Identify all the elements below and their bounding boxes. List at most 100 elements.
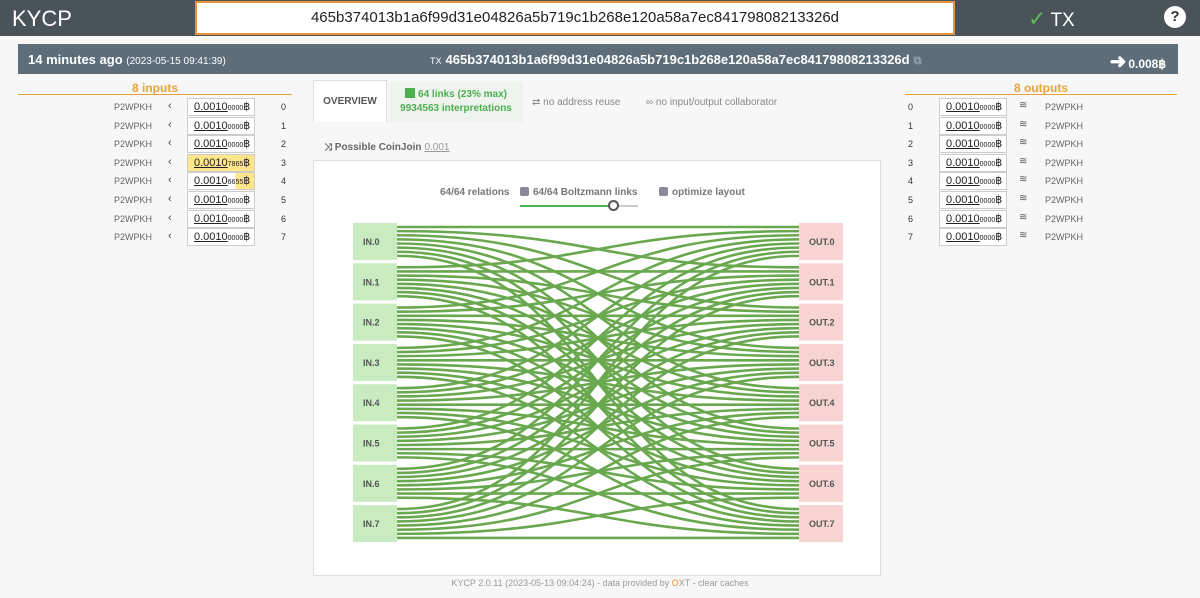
shuffle-icon: ⤨	[324, 142, 332, 153]
sankey-link[interactable]	[396, 456, 800, 532]
input-node[interactable]	[353, 343, 397, 381]
tab-overview[interactable]: OVERVIEW	[313, 80, 387, 122]
output-amount[interactable]: 0.00100000฿	[939, 135, 1007, 154]
input-amount[interactable]: 0.00100000฿	[187, 209, 255, 228]
oxt-xt[interactable]: XT	[678, 578, 691, 588]
coins-icon[interactable]: ≋	[1019, 211, 1028, 223]
input-amount[interactable]: 0.00100000฿	[187, 191, 255, 209]
input-index: 2	[281, 139, 287, 150]
output-row[interactable]: 3 0.00100000฿ ≋ P2WPKH	[0, 153, 1100, 172]
output-amount[interactable]: 0.00100000฿	[939, 153, 1007, 172]
input-amount[interactable]: 0.00107865฿	[187, 153, 255, 172]
coinjoin-value[interactable]: 0.001	[424, 142, 450, 153]
output-node[interactable]	[799, 303, 843, 341]
output-row[interactable]: 6 0.00100000฿ ≋ P2WPKH	[0, 209, 1100, 228]
output-amount[interactable]: 0.00100000฿	[939, 116, 1007, 135]
output-node[interactable]	[799, 384, 843, 422]
coins-icon[interactable]: ≋	[1019, 137, 1028, 149]
output-row[interactable]: 5 0.00100000฿ ≋ P2WPKH	[0, 191, 1100, 209]
output-row[interactable]: 7 0.00100000฿ ≋ P2WPKH	[0, 228, 1100, 247]
input-row[interactable]: P2WPKH ‹ 0.00107865฿ 3	[0, 153, 300, 172]
sankey-link[interactable]	[396, 233, 800, 309]
boltzmann-links-label: 64/64 Boltzmann links	[533, 187, 638, 198]
input-node[interactable]	[353, 424, 397, 462]
amount-main: 0.0010	[946, 194, 980, 206]
input-amount[interactable]: 0.00100000฿	[187, 135, 255, 154]
output-amount[interactable]: 0.00100000฿	[939, 98, 1007, 116]
output-row[interactable]: 2 0.00100000฿ ≋ P2WPKH	[0, 135, 1100, 154]
sankey-link[interactable]	[396, 415, 800, 527]
input-amount[interactable]: 0.00106655฿	[187, 172, 255, 191]
coins-icon[interactable]: ≋	[1019, 118, 1028, 130]
coins-icon[interactable]: ≋	[1019, 100, 1028, 111]
clear-caches-link[interactable]: - clear caches	[690, 578, 749, 588]
help-icon[interactable]: ?	[1164, 6, 1186, 28]
input-row[interactable]: P2WPKH ‹ 0.00100000฿ 5	[0, 191, 300, 209]
search-input[interactable]: 465b374013b1a6f99d31e04826a5b719c1b268e1…	[195, 1, 955, 35]
sankey-link[interactable]	[396, 238, 800, 350]
input-amount[interactable]: 0.00100000฿	[187, 98, 255, 116]
chevron-left-icon[interactable]: ‹	[168, 230, 172, 243]
output-type: P2WPKH	[1045, 102, 1084, 112]
coins-icon[interactable]: ≋	[1019, 155, 1028, 167]
output-node[interactable]	[799, 263, 843, 301]
no-address-reuse[interactable]: ⇄ no address reuse	[532, 97, 620, 108]
coins-icon[interactable]: ≋	[1019, 230, 1028, 242]
input-amount[interactable]: 0.00100000฿	[187, 228, 255, 247]
sankey-link[interactable]	[396, 246, 800, 430]
sankey-link[interactable]	[396, 242, 800, 390]
tx-nav[interactable]: ✓ TX	[1028, 6, 1075, 32]
optimize-layout-toggle[interactable]: optimize layout	[659, 187, 745, 198]
sankey-link[interactable]	[396, 229, 800, 269]
input-node[interactable]	[353, 223, 397, 260]
sankey-link[interactable]	[396, 375, 800, 523]
output-row[interactable]: 4 0.00100000฿ ≋ P2WPKH	[0, 172, 1100, 191]
output-node[interactable]	[799, 505, 843, 543]
chevron-left-icon[interactable]: ‹	[168, 174, 172, 187]
sankey-link[interactable]	[396, 496, 800, 536]
chevron-left-icon[interactable]: ‹	[168, 193, 172, 205]
input-node[interactable]	[353, 263, 397, 301]
output-amount[interactable]: 0.00100000฿	[939, 209, 1007, 228]
input-row[interactable]: P2WPKH ‹ 0.00106655฿ 4	[0, 172, 300, 191]
link-threshold-slider[interactable]	[520, 200, 638, 211]
slider-knob[interactable]	[608, 200, 620, 211]
coins-icon[interactable]: ≋	[1019, 193, 1028, 204]
output-amount[interactable]: 0.00100000฿	[939, 172, 1007, 191]
chevron-left-icon[interactable]: ‹	[168, 211, 172, 224]
input-amount[interactable]: 0.00100000฿	[187, 116, 255, 135]
sankey-link[interactable]	[396, 294, 800, 515]
input-row[interactable]: P2WPKH ‹ 0.00100000฿ 6	[0, 209, 300, 228]
input-row[interactable]: P2WPKH ‹ 0.00100000฿ 2	[0, 135, 300, 154]
output-amount[interactable]: 0.00100000฿	[939, 191, 1007, 209]
input-node[interactable]	[353, 303, 397, 341]
app-brand[interactable]: KYCP	[12, 6, 72, 31]
output-node[interactable]	[799, 343, 843, 381]
boltzmann-links-toggle[interactable]: 64/64 Boltzmann links	[520, 187, 637, 198]
no-collaborator[interactable]: ∞ no input/output collaborator	[646, 97, 777, 108]
output-row[interactable]: 1 0.00100000฿ ≋ P2WPKH	[0, 116, 1100, 135]
output-node[interactable]	[799, 424, 843, 462]
coins-icon[interactable]: ≋	[1019, 174, 1028, 186]
output-node[interactable]	[799, 223, 843, 260]
input-node[interactable]	[353, 384, 397, 422]
input-row[interactable]: P2WPKH ‹ 0.00100000฿ 0	[0, 98, 300, 116]
output-amount[interactable]: 0.00100000฿	[939, 228, 1007, 247]
chevron-left-icon[interactable]: ‹	[168, 100, 172, 112]
sankey-link[interactable]	[396, 250, 800, 471]
tab-links[interactable]: 64 links (23% max) 9934563 interpretatio…	[389, 82, 523, 122]
chevron-left-icon[interactable]: ‹	[168, 118, 172, 131]
tx-id[interactable]: 465b374013b1a6f99d31e04826a5b719c1b268e1…	[445, 52, 910, 67]
output-node[interactable]	[799, 464, 843, 502]
input-node[interactable]	[353, 505, 397, 543]
chevron-left-icon[interactable]: ‹	[168, 155, 172, 168]
input-row[interactable]: P2WPKH ‹ 0.00100000฿ 1	[0, 116, 300, 135]
sankey-link[interactable]	[396, 335, 800, 519]
output-row[interactable]: 0 0.00100000฿ ≋ P2WPKH	[0, 98, 1100, 116]
input-node[interactable]	[353, 464, 397, 502]
chevron-left-icon[interactable]: ‹	[168, 137, 172, 150]
copy-icon[interactable]: ⧉	[913, 55, 922, 67]
sankey-link[interactable]	[396, 254, 800, 511]
output-index: 6	[908, 213, 914, 224]
input-row[interactable]: P2WPKH ‹ 0.00100000฿ 7	[0, 228, 300, 247]
